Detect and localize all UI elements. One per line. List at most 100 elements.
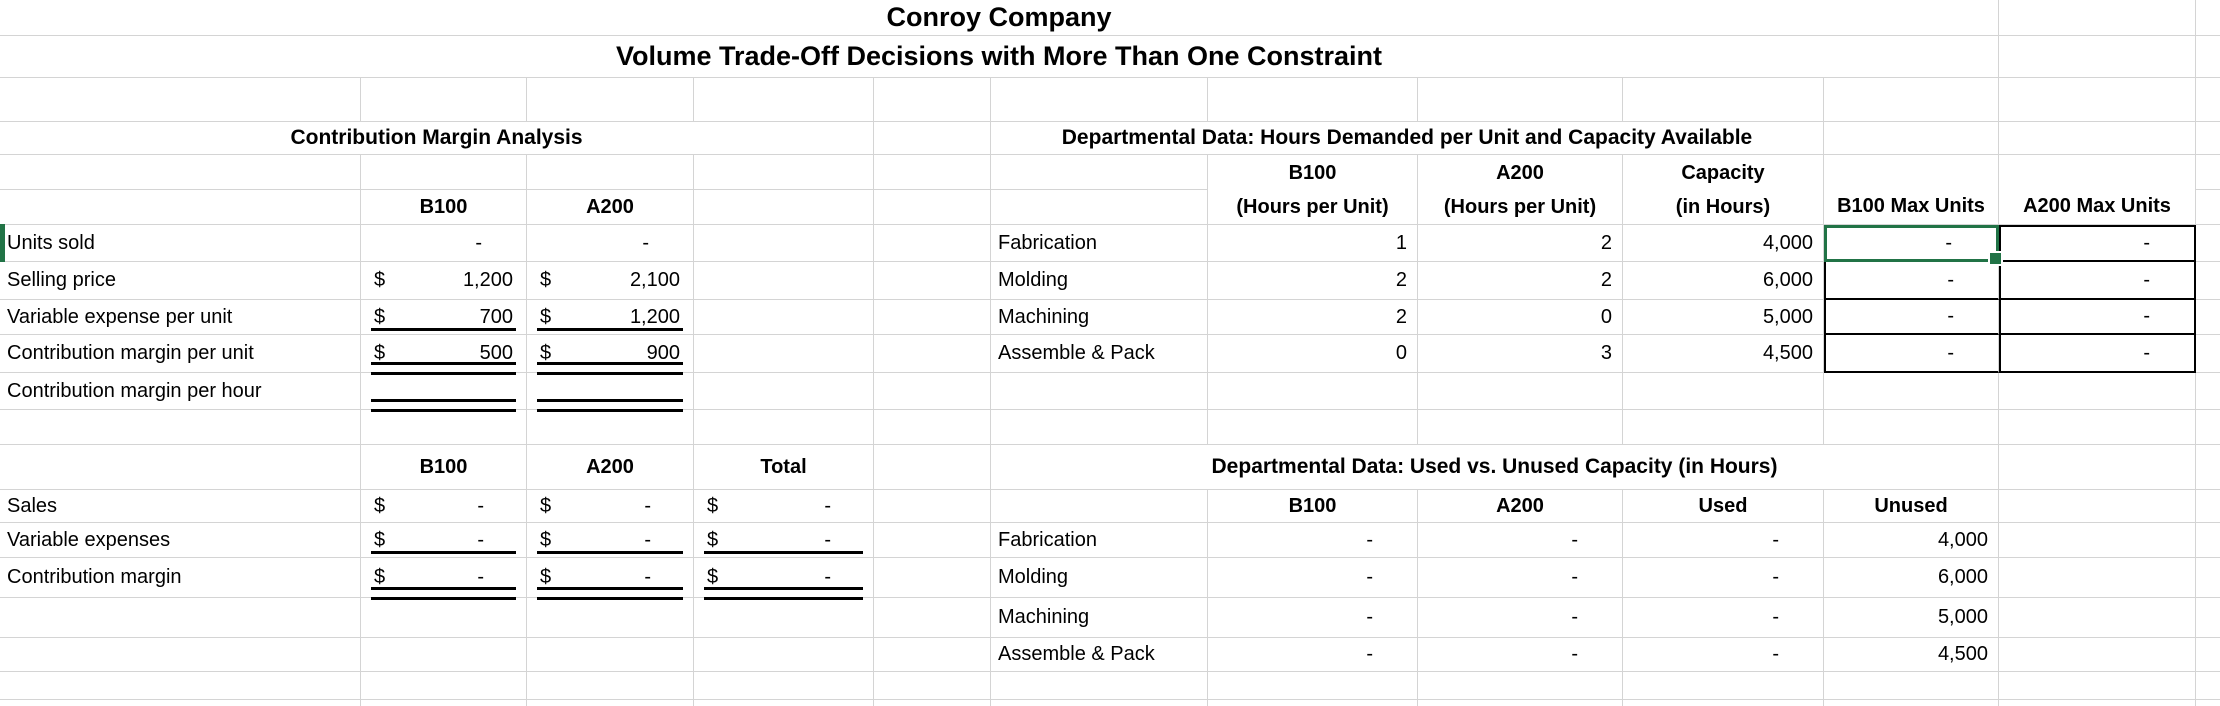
cell-empty[interactable]: [874, 225, 991, 262]
cell-empty[interactable]: [1208, 700, 1418, 706]
cell-empty[interactable]: [694, 78, 874, 122]
cm-per-unit-a200[interactable]: $900: [527, 335, 694, 375]
cell-empty[interactable]: [694, 155, 874, 190]
cell-empty[interactable]: [694, 598, 874, 638]
row-label-assemble-pack-used[interactable]: Assemble & Pack: [991, 638, 1208, 672]
cell-empty[interactable]: [991, 700, 1208, 706]
section-title-dept-used-unused[interactable]: Departmental Data: Used vs. Unused Capac…: [991, 445, 1999, 490]
col-header-b100-capacity-table[interactable]: B100: [1208, 490, 1418, 523]
cell-empty[interactable]: [2196, 225, 2220, 262]
section-title-contribution-margin-analysis[interactable]: Contribution Margin Analysis: [0, 122, 874, 155]
cell-empty[interactable]: [2196, 300, 2220, 335]
cell-empty[interactable]: [874, 638, 991, 672]
cell-empty[interactable]: [694, 262, 874, 300]
col-header-a200[interactable]: A200: [527, 190, 694, 225]
units-sold-a200[interactable]: -: [527, 225, 694, 262]
row-label-machining-used[interactable]: Machining: [991, 598, 1208, 638]
contribution-margin-b100[interactable]: $ -: [361, 558, 527, 600]
cell-empty[interactable]: [2196, 373, 2220, 410]
row-label-contribution-margin-per-unit[interactable]: Contribution margin per unit: [0, 335, 361, 373]
cell-empty[interactable]: [2196, 598, 2220, 638]
selling-price-b100[interactable]: $1,200: [361, 262, 527, 300]
assemble-pack-a200-hours[interactable]: 3: [1418, 335, 1623, 373]
cell-empty[interactable]: [874, 558, 991, 598]
cell-empty[interactable]: [361, 155, 527, 190]
cell-empty[interactable]: [1824, 672, 1999, 700]
row-label-fabrication[interactable]: Fabrication: [991, 225, 1208, 262]
cell-empty[interactable]: [874, 598, 991, 638]
cell-empty[interactable]: [1999, 700, 2196, 706]
cell-empty[interactable]: [361, 78, 527, 122]
cell-empty[interactable]: [527, 700, 694, 706]
selected-cell-fabrication-b100-max-units[interactable]: -: [1824, 225, 2003, 266]
col-header-a200-hours-per-unit[interactable]: A200 (Hours per Unit): [1418, 155, 1623, 225]
assemble-pack-a200-used[interactable]: -: [1418, 638, 1623, 672]
cell-empty[interactable]: [1208, 672, 1418, 700]
cell-empty[interactable]: [991, 490, 1208, 523]
cell-empty[interactable]: [991, 155, 1208, 190]
cell-empty[interactable]: [1418, 410, 1623, 445]
cell-empty[interactable]: [0, 155, 361, 190]
cell-empty[interactable]: [0, 78, 361, 122]
variable-expenses-a200[interactable]: $ -: [527, 523, 694, 558]
row-label-selling-price[interactable]: Selling price: [0, 262, 361, 300]
fabrication-capacity[interactable]: 4,000: [1623, 225, 1824, 262]
col-header-b100-max-units[interactable]: B100 Max Units: [1824, 155, 1999, 225]
molding-unused[interactable]: 6,000: [1824, 558, 1999, 598]
cell-empty[interactable]: [2196, 410, 2220, 445]
cell-empty[interactable]: [991, 190, 1208, 225]
cell-empty[interactable]: [1999, 445, 2196, 490]
cell-empty[interactable]: [0, 190, 361, 225]
col-header-a200-income[interactable]: A200: [527, 445, 694, 490]
machining-b100-used[interactable]: -: [1208, 598, 1418, 638]
cell-empty[interactable]: [2196, 490, 2220, 523]
cell-empty[interactable]: [1623, 410, 1824, 445]
sales-total[interactable]: $ -: [694, 490, 874, 523]
selling-price-a200[interactable]: $2,100: [527, 262, 694, 300]
cell-empty[interactable]: [1208, 410, 1418, 445]
cell-empty[interactable]: [874, 300, 991, 335]
col-header-used[interactable]: Used: [1623, 490, 1824, 523]
cell-empty[interactable]: [2196, 36, 2220, 78]
cell-empty[interactable]: [1824, 122, 1999, 155]
variable-expenses-total[interactable]: $ -: [694, 523, 874, 558]
cell-empty[interactable]: [874, 672, 991, 700]
row-label-sales[interactable]: Sales: [0, 490, 361, 523]
cm-per-hour-a200[interactable]: [527, 373, 694, 412]
cell-empty[interactable]: [1824, 410, 1999, 445]
cell-empty[interactable]: [874, 490, 991, 523]
cell-empty[interactable]: [1999, 523, 2196, 558]
cell-empty[interactable]: [1999, 598, 2196, 638]
cell-empty[interactable]: [694, 638, 874, 672]
cell-empty[interactable]: [1418, 78, 1623, 122]
cell-empty[interactable]: [1999, 410, 2196, 445]
cell-empty[interactable]: [1418, 373, 1623, 410]
fabrication-unused[interactable]: 4,000: [1824, 523, 1999, 558]
cell-empty[interactable]: [2196, 190, 2220, 225]
assemble-pack-b100-used[interactable]: -: [1208, 638, 1418, 672]
machining-b100-max-units[interactable]: -: [1824, 300, 1999, 335]
cell-empty[interactable]: [2196, 700, 2220, 706]
cell-empty[interactable]: [1824, 78, 1999, 122]
row-label-fabrication-used[interactable]: Fabrication: [991, 523, 1208, 558]
cell-empty[interactable]: [694, 300, 874, 335]
cell-empty[interactable]: [1999, 78, 2196, 122]
cell-empty[interactable]: [0, 672, 361, 700]
machining-a200-used[interactable]: -: [1418, 598, 1623, 638]
molding-a200-max-units[interactable]: -: [1999, 262, 2196, 300]
cell-empty[interactable]: [527, 78, 694, 122]
cell-empty[interactable]: [361, 598, 527, 638]
cell-empty[interactable]: [361, 410, 527, 445]
fabrication-a200-max-units[interactable]: -: [1999, 225, 2196, 262]
molding-a200-used[interactable]: -: [1418, 558, 1623, 598]
cell-empty[interactable]: [2196, 523, 2220, 558]
assemble-pack-used-total[interactable]: -: [1623, 638, 1824, 672]
cell-empty[interactable]: [1999, 0, 2196, 36]
col-header-b100[interactable]: B100: [361, 190, 527, 225]
cell-empty[interactable]: [694, 672, 874, 700]
variable-expense-a200[interactable]: $1,200: [527, 300, 694, 335]
cell-empty[interactable]: [874, 262, 991, 300]
col-header-a200-capacity-table[interactable]: A200: [1418, 490, 1623, 523]
cell-empty[interactable]: [1623, 672, 1824, 700]
cell-empty[interactable]: [991, 373, 1208, 410]
